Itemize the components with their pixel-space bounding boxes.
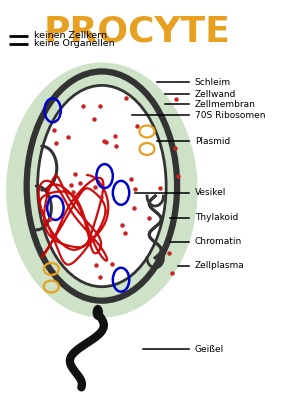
Ellipse shape [38, 85, 166, 287]
Text: Schleim: Schleim [195, 78, 231, 87]
Text: Plasmid: Plasmid [195, 136, 230, 146]
Ellipse shape [6, 62, 198, 318]
Text: Zellmembran: Zellmembran [195, 100, 256, 109]
Text: Chromatin: Chromatin [195, 237, 242, 246]
Text: keinen Zellkern: keinen Zellkern [34, 31, 107, 40]
Text: keine Organellen: keine Organellen [34, 39, 114, 48]
Text: Zellwand: Zellwand [195, 90, 236, 99]
Text: PROCYTE: PROCYTE [44, 15, 231, 49]
Text: Geißel: Geißel [195, 345, 224, 354]
Ellipse shape [92, 305, 103, 320]
Text: Zellplasma: Zellplasma [195, 261, 244, 270]
Text: Vesikel: Vesikel [195, 188, 226, 197]
Text: Thylakoid: Thylakoid [195, 214, 238, 222]
Text: 70S Ribosomen: 70S Ribosomen [195, 111, 265, 120]
